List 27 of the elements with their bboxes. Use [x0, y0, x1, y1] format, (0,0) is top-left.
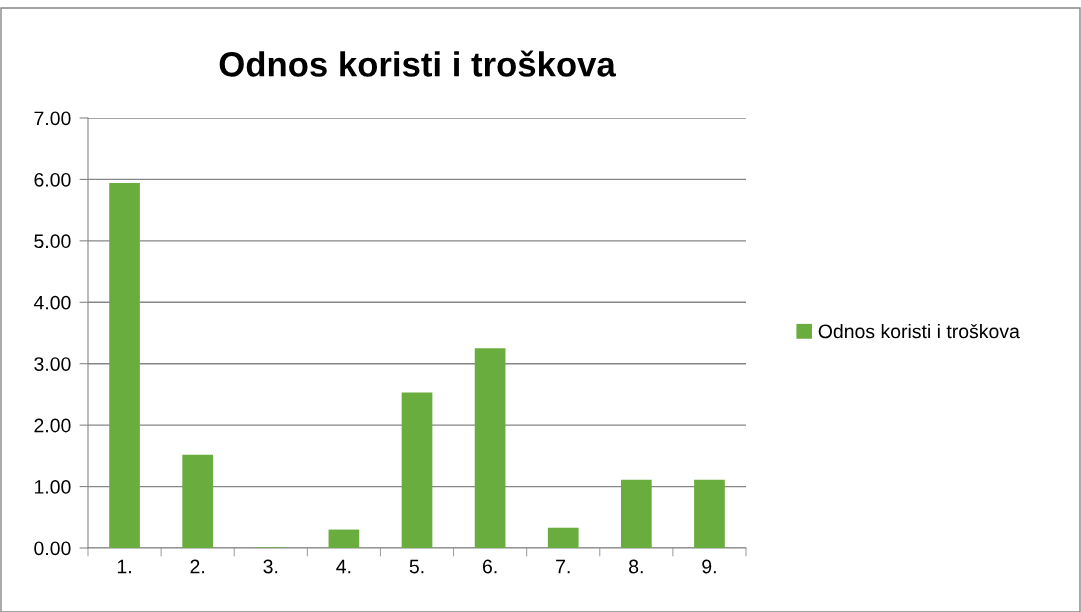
- x-tick-label: 5.: [409, 559, 424, 574]
- y-tick-label: 3.00: [34, 357, 71, 371]
- bar: [109, 183, 140, 548]
- bar: [328, 529, 360, 548]
- x-tick-label: 2.: [190, 559, 204, 574]
- x-tick-label: 9.: [702, 559, 716, 574]
- chart-title: Odnos koristi i troškova: [219, 50, 616, 77]
- bar: [547, 527, 579, 548]
- y-tick-label: 6.00: [34, 172, 71, 187]
- x-tick-label: 6.: [482, 559, 497, 574]
- x-tick-label: 7.: [556, 559, 570, 574]
- x-tick-label: 1.: [117, 559, 131, 574]
- bar: [620, 479, 652, 548]
- y-tick-label: 0.00: [34, 541, 71, 556]
- bar: [474, 348, 506, 548]
- bar: [694, 479, 725, 548]
- y-tick-label: 5.00: [34, 234, 71, 249]
- x-tick-label: 8.: [629, 559, 643, 574]
- bar: [401, 392, 433, 548]
- y-tick-label: 7.00: [34, 111, 71, 126]
- y-tick-label: 4.00: [33, 295, 71, 310]
- legend-label: Odnos koristi i troškova: [818, 323, 1020, 339]
- y-tick-label: 1.00: [34, 480, 71, 494]
- x-tick-label: 3.: [263, 559, 278, 574]
- bar: [182, 454, 214, 548]
- x-tick-label: 4.: [336, 559, 351, 574]
- y-tick-label: 2.00: [34, 418, 71, 433]
